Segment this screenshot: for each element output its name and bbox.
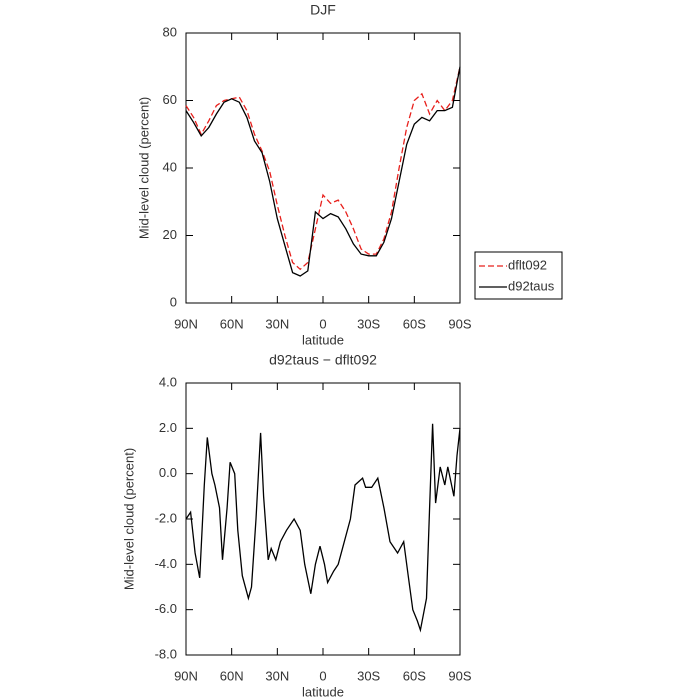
y-tick-label: -4.0 — [155, 556, 177, 571]
x-tick-label: 60S — [403, 668, 426, 683]
x-tick-label: 90N — [174, 668, 198, 683]
y-tick-label: -2.0 — [155, 510, 177, 525]
x-tick-label: 90S — [448, 316, 471, 331]
x-tick-label: 30S — [357, 668, 380, 683]
legend-label: dflt092 — [508, 257, 547, 272]
x-axis-label: latitude — [302, 684, 344, 699]
y-tick-label: 80 — [163, 24, 177, 39]
x-tick-label: 30N — [265, 316, 289, 331]
y-tick-label: -6.0 — [155, 601, 177, 616]
x-tick-label: 0 — [319, 668, 326, 683]
plot-frame — [185, 382, 461, 656]
x-tick-label: 30N — [265, 668, 289, 683]
y-tick-label: 4.0 — [159, 374, 177, 389]
data-line — [185, 66, 461, 271]
legend-label: d92taus — [508, 278, 555, 293]
x-tick-label: 60S — [403, 316, 426, 331]
x-tick-label: 0 — [319, 316, 326, 331]
y-tick-label: -8.0 — [155, 646, 177, 661]
chart-title: DJF — [310, 2, 336, 18]
x-axis-label: latitude — [302, 332, 344, 347]
chart-title: d92taus − dflt092 — [269, 352, 377, 368]
y-tick-label: 60 — [163, 92, 177, 107]
y-tick-label: 0 — [170, 294, 177, 309]
legend-box — [474, 251, 563, 300]
data-line — [185, 66, 461, 277]
x-tick-label: 60N — [220, 668, 244, 683]
y-tick-label: 0.0 — [159, 465, 177, 480]
y-axis-label: Mid-level cloud (percent) — [136, 97, 151, 239]
y-tick-label: 2.0 — [159, 420, 177, 435]
x-tick-label: 60N — [220, 316, 244, 331]
y-axis-label: Mid-level cloud (percent) — [121, 448, 136, 590]
y-tick-label: 20 — [163, 227, 177, 242]
x-tick-label: 30S — [357, 316, 380, 331]
y-tick-label: 40 — [163, 159, 177, 174]
x-tick-label: 90N — [174, 316, 198, 331]
plot-frame — [185, 32, 461, 304]
data-line — [185, 423, 461, 633]
x-tick-label: 90S — [448, 668, 471, 683]
